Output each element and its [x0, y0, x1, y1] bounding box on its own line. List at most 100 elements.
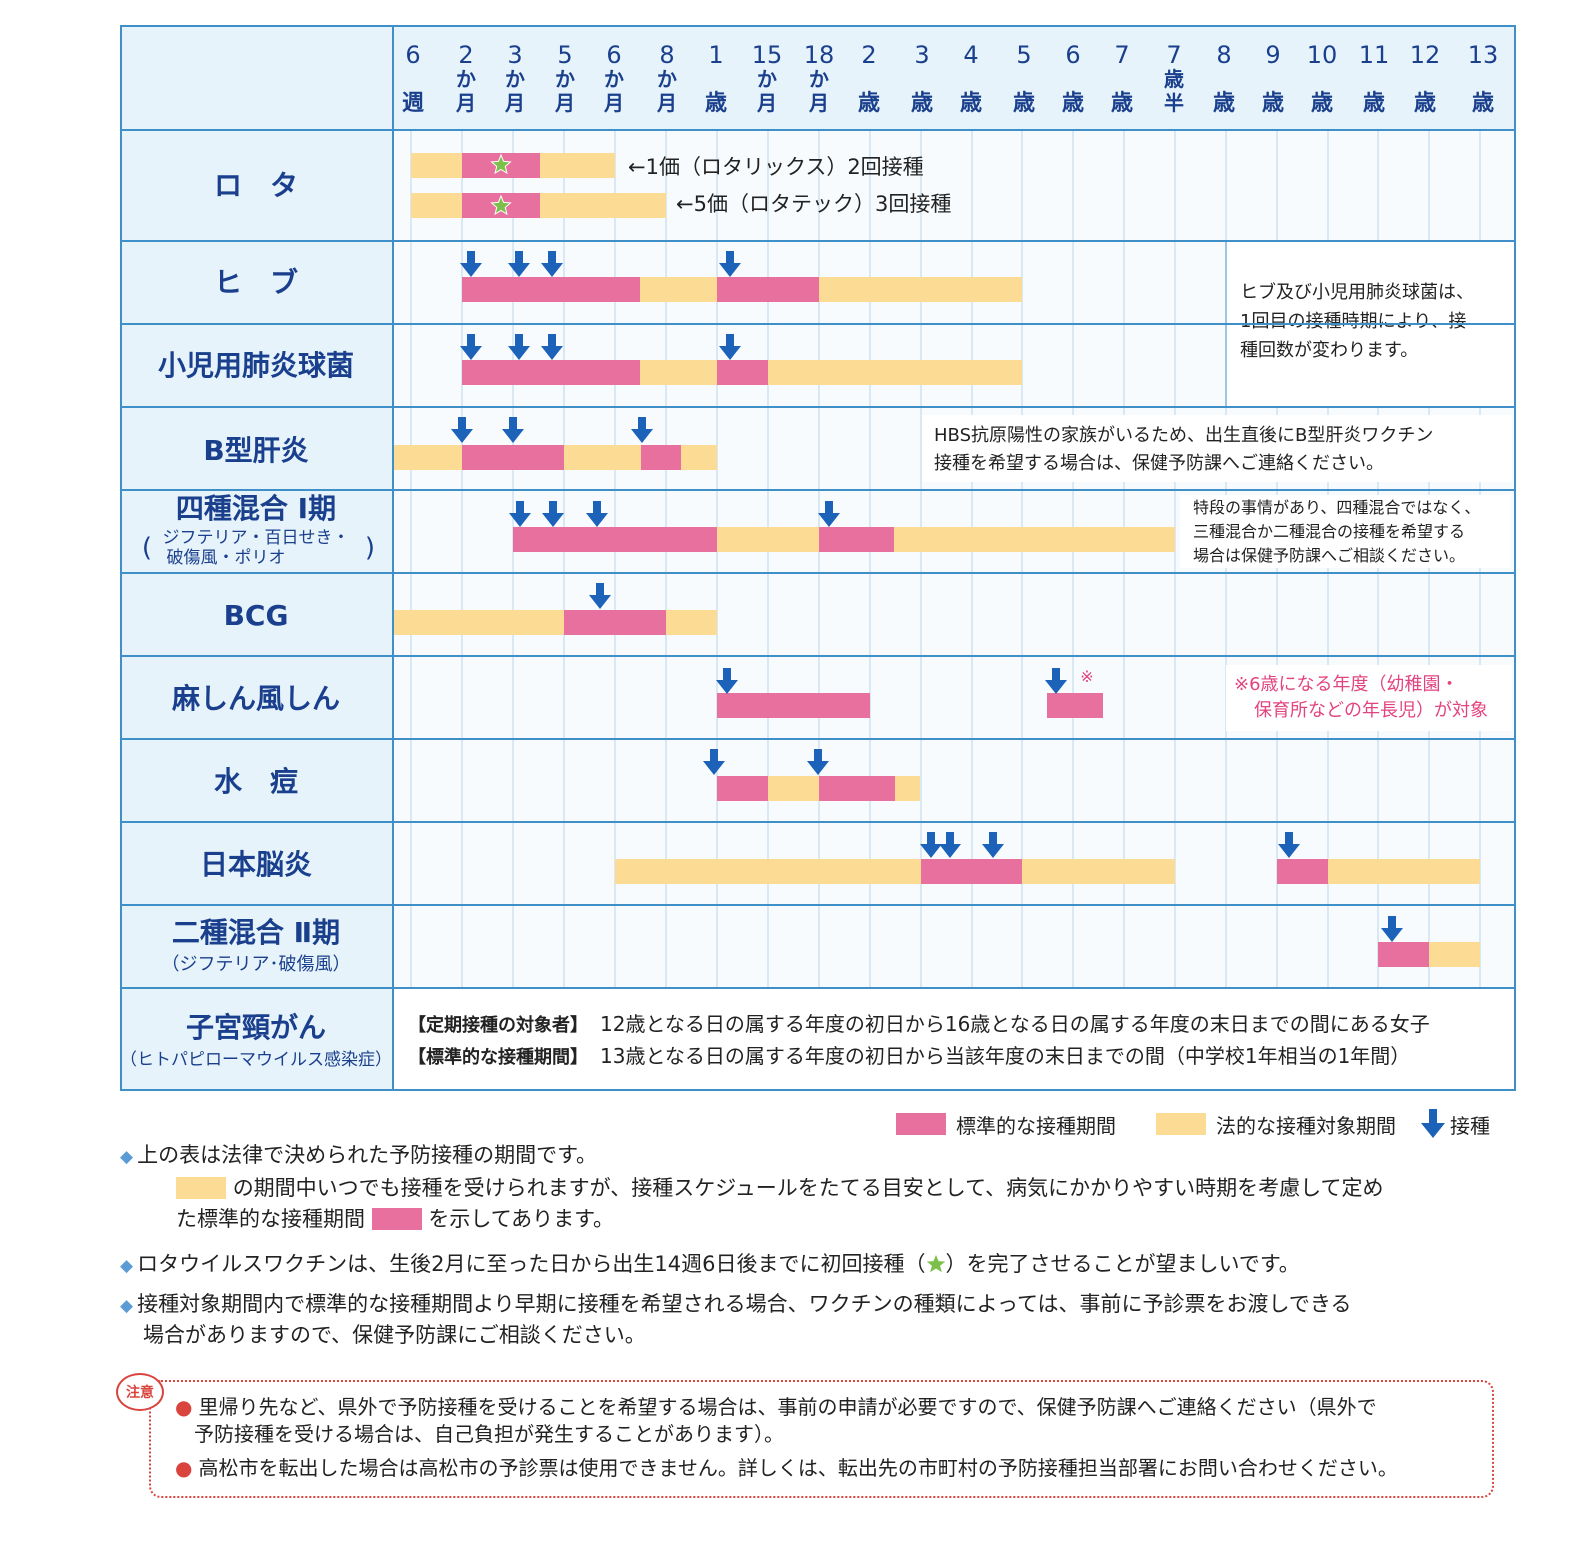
- standard-period-bar: [564, 610, 666, 635]
- note-2-post: ）を完了させることが望ましいです。: [945, 1252, 1300, 1276]
- paren: (: [142, 533, 152, 563]
- standard-period-bar: [717, 360, 768, 385]
- column-header-number: 8: [659, 41, 674, 69]
- label-column-bg: [121, 130, 393, 1090]
- paren: ): [365, 533, 375, 563]
- legal-period-bar: [540, 153, 615, 178]
- standard-period-bar: [641, 445, 681, 470]
- column-header-unit: か: [456, 67, 476, 91]
- vaccination-arrow-icon: [541, 334, 563, 360]
- note-1: ◆ 上の表は法律で決められた予防接種の期間です。: [120, 1140, 597, 1173]
- legal-period-bar: [564, 445, 641, 470]
- hpv-text: 13歳となる日の属する年度の初日から当該年度の末日までの間（中学校1年相当の1年…: [600, 1044, 1410, 1068]
- legend: 標準的な接種期間 法的な接種対象期間 接種: [896, 1109, 1490, 1139]
- note-panel: [1180, 495, 1510, 568]
- vaccination-arrow-icon: [939, 832, 961, 858]
- row-label: ヒ ブ: [214, 266, 298, 299]
- column-header-unit: 月: [756, 91, 777, 115]
- column-header-unit: 歳: [911, 91, 933, 116]
- column-header-number: 13: [1468, 41, 1499, 69]
- row-label: 水 痘: [214, 765, 298, 798]
- hib-pneumo-note: 1回目の接種時期により、接: [1240, 311, 1466, 332]
- legal-period-bar: [895, 776, 920, 801]
- vaccination-arrow-icon: [542, 501, 564, 527]
- vaccination-arrow-icon: [703, 749, 725, 775]
- note-3: ◆ 接種対象期間内で標準的な接種期間より早期に接種を希望される場合、ワクチンの種類…: [120, 1289, 1352, 1322]
- diamond-icon: ◆: [120, 1296, 134, 1316]
- vaccination-arrow-icon: [502, 417, 524, 443]
- diamond-icon: ◆: [120, 1147, 134, 1167]
- row-label: 子宮頸がん: [186, 1011, 326, 1044]
- standard-period-bar: [462, 445, 564, 470]
- column-header-unit: 歳: [1414, 91, 1436, 116]
- vaccination-arrow-icon: [508, 334, 530, 360]
- row-sublabel: （ジフテリア･破傷風）: [162, 954, 351, 975]
- legend-arrow-icon: [1421, 1109, 1445, 1138]
- legal-period-bar: [1429, 942, 1480, 967]
- star-icon: [490, 194, 512, 216]
- legend-standard-label: 標準的な接種期間: [956, 1113, 1116, 1138]
- vaccination-arrow-icon: [586, 501, 608, 527]
- row-sublabel: 破傷風・ポリオ: [167, 548, 286, 568]
- legal-period-bar: [640, 277, 717, 302]
- column-header-unit: 歳: [1062, 91, 1084, 116]
- column-header-unit: 歳: [1164, 67, 1184, 91]
- note-1c-text: た標準的な接種期間: [176, 1207, 365, 1231]
- standard-period-bar: [717, 776, 768, 801]
- caution-2-text: 高松市を転出した場合は高松市の予診票は使用できません。詳しくは、転出先の市町村の…: [198, 1456, 1398, 1480]
- column-header-number: 3: [914, 41, 929, 69]
- caution-1-text: 里帰り先など、県外で予防接種を受けることを希望する場合は、事前の申請が必要ですの…: [198, 1395, 1377, 1419]
- column-header-unit: 半: [1164, 91, 1184, 115]
- hpv-text: 12歳となる日の属する年度の初日から16歳となる日の属する年度の末日までの間にあ…: [600, 1012, 1430, 1036]
- column-header-number: 18: [804, 41, 835, 69]
- note-panel: [922, 415, 1512, 482]
- vaccination-arrow-icon: [920, 832, 942, 858]
- vaccination-arrow-icon: [451, 417, 473, 443]
- row-label: BCG: [224, 599, 289, 632]
- vaccination-arrow-icon: [719, 251, 741, 277]
- bullet-icon: ●: [175, 1395, 193, 1419]
- legend-arrow-label: 接種: [1450, 1113, 1490, 1138]
- hepb-note: 接種を希望する場合は、保健予防課へご連絡ください。: [934, 453, 1384, 474]
- note-2: ◆ ロタウイルスワクチンは、生後2月に至った日から出生14週6日後までに初回接種（…: [120, 1249, 1300, 1282]
- legal-period-bar: [666, 610, 717, 635]
- hib-pneumo-note: 種回数が変わります。: [1240, 340, 1418, 361]
- column-header-unit: 月: [455, 91, 476, 115]
- standard-period-bar: [717, 277, 819, 302]
- column-header-unit: か: [757, 67, 777, 91]
- column-header-unit: 歳: [1363, 91, 1385, 116]
- bullet-icon: ●: [175, 1456, 193, 1480]
- vaccination-arrow-icon: [508, 251, 530, 277]
- column-header-number: 7: [1166, 41, 1181, 69]
- column-header-number: 3: [507, 41, 522, 69]
- legal-period-bar: [411, 193, 462, 218]
- standard-period-bar: [819, 776, 895, 801]
- legal-period-bar: [717, 527, 819, 552]
- vaccination-arrow-icon: [807, 749, 829, 775]
- column-header-number: 6: [1065, 41, 1080, 69]
- column-header-number: 5: [1016, 41, 1031, 69]
- row-label: 二種混合 Ⅱ期: [172, 916, 340, 949]
- mr-note: ※6歳になる年度（幼稚園・: [1234, 674, 1459, 695]
- legal-period-bar: [393, 610, 564, 635]
- legal-period-bar: [894, 527, 1175, 552]
- standard-period-bar: [921, 859, 1022, 884]
- mr-mark: ※: [1080, 667, 1093, 686]
- standard-period-bar: [819, 527, 894, 552]
- vaccination-arrow-icon: [1381, 916, 1403, 942]
- row-label: ロ タ: [214, 169, 298, 202]
- star-icon: [926, 1255, 945, 1273]
- standard-period-bar: [717, 693, 870, 718]
- column-header-unit: 歳: [1213, 91, 1235, 116]
- hepb-note: HBS抗原陽性の家族がいるため、出生直後にB型肝炎ワクチン: [934, 425, 1433, 446]
- column-header-unit: か: [604, 67, 624, 91]
- header-bg: [121, 26, 1515, 130]
- vaccination-arrow-icon: [716, 668, 738, 694]
- hpv-label: 【定期接種の対象者】: [408, 1014, 588, 1036]
- legal-period-bar: [768, 776, 819, 801]
- column-header-number: 1: [708, 41, 723, 69]
- dpt-note: 特段の事情があり、四種混合ではなく、: [1193, 498, 1480, 517]
- row-sublabel: （ヒトパピローマウイルス感染症）: [120, 1050, 392, 1070]
- vaccination-arrow-icon: [982, 832, 1004, 858]
- column-header-number: 8: [1216, 41, 1231, 69]
